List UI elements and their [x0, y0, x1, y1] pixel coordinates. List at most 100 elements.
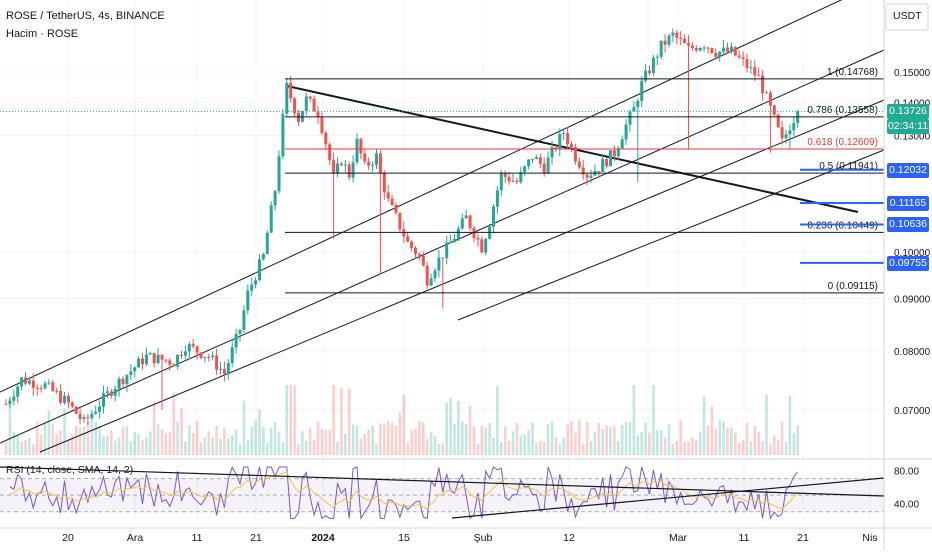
- volume-bar: [152, 401, 156, 455]
- volume-bar: [453, 423, 456, 455]
- volume-bar: [320, 429, 324, 455]
- currency-label[interactable]: USDT: [893, 10, 922, 22]
- candle-body: [655, 56, 659, 58]
- rsi-ma-line: [9, 471, 799, 510]
- volume-bar: [285, 385, 289, 455]
- volume-bar: [230, 435, 234, 455]
- volume-bar: [16, 435, 19, 455]
- candle-body: [480, 239, 484, 253]
- candle-body: [339, 163, 343, 166]
- candle-body: [507, 176, 511, 182]
- volume-bar: [792, 432, 796, 455]
- volume-bar: [219, 438, 222, 455]
- volume-bar: [273, 422, 277, 455]
- volume-bar: [464, 423, 468, 455]
- candle-body: [382, 173, 386, 193]
- rsi-tick-label: 40.00: [894, 499, 919, 510]
- candle-countdown-tag[interactable]: 02:34:11: [887, 119, 929, 135]
- volume-bar: [476, 444, 480, 455]
- candle-body: [297, 113, 300, 122]
- volume-indicator-label[interactable]: Hacim · ROSE: [6, 28, 79, 40]
- volume-bar: [656, 429, 659, 455]
- volume-bar: [722, 421, 725, 455]
- candle-body: [203, 356, 207, 358]
- candle-body: [250, 284, 254, 291]
- candle-body: [772, 105, 776, 115]
- candle-body: [195, 346, 199, 353]
- volume-bar: [246, 440, 250, 455]
- candle-body: [222, 369, 226, 375]
- candle-body: [351, 162, 355, 178]
- candle-body: [601, 159, 605, 172]
- volume-bar: [121, 427, 125, 455]
- candle-body: [698, 47, 702, 51]
- price-level-tag[interactable]: 0.10636: [887, 217, 929, 233]
- candle-body: [133, 367, 137, 372]
- candle-body: [90, 413, 94, 419]
- candle-body: [499, 172, 503, 191]
- volume-bar: [32, 444, 35, 455]
- candle-body: [495, 190, 499, 207]
- candle-body: [63, 395, 66, 403]
- candle-body: [585, 174, 589, 178]
- candle-body: [460, 218, 464, 229]
- candle-body: [234, 333, 238, 348]
- price-tick-label: 0.07000: [894, 406, 931, 417]
- volume-bar: [234, 429, 238, 455]
- candle-body: [39, 388, 43, 390]
- volume-bar: [63, 408, 66, 455]
- candle-body: [679, 37, 683, 39]
- fib-level-label: 0.236 (0.10449): [807, 220, 878, 231]
- volume-bar: [90, 420, 94, 455]
- volume-bar: [761, 441, 764, 455]
- volume-bar: [644, 422, 647, 455]
- volume-bar: [149, 431, 152, 455]
- candle-body: [671, 32, 675, 36]
- candle-body: [160, 354, 164, 360]
- last-price-tag[interactable]: 0.13726: [887, 104, 929, 120]
- candle-body: [417, 254, 421, 256]
- price-level-tag[interactable]: 0.11165: [887, 195, 929, 211]
- candle-body: [94, 411, 98, 414]
- candle-body: [527, 159, 531, 167]
- candle-body: [636, 100, 640, 107]
- channel-line: [39, 99, 885, 453]
- candle-body: [187, 344, 191, 352]
- symbol-title[interactable]: ROSE / TetherUS, 4s, BINANCE: [6, 10, 165, 22]
- volume-bar: [695, 439, 698, 455]
- volume-bar: [753, 425, 757, 455]
- volume-bar: [367, 429, 370, 455]
- volume-bar: [281, 442, 285, 455]
- rsi-indicator-label[interactable]: RSI (14, close, SMA, 14, 2): [6, 464, 134, 476]
- volume-bar: [702, 396, 706, 455]
- volume-bar: [340, 388, 343, 455]
- time-tick-label: 11: [739, 532, 750, 544]
- volume-bar: [698, 431, 702, 455]
- candle-body: [102, 393, 105, 407]
- candle-body: [784, 134, 788, 139]
- price-level-tag[interactable]: 0.09755: [887, 255, 929, 271]
- volume-bar: [503, 426, 507, 455]
- volume-bar: [227, 438, 230, 455]
- candle-body: [55, 390, 59, 392]
- volume-bar: [180, 408, 183, 455]
- time-tick-label: 15: [398, 532, 410, 544]
- candle-body: [605, 159, 609, 167]
- fib-level-label: 0.618 (0.12609): [807, 137, 878, 148]
- volume-bar: [613, 425, 616, 455]
- price-level-tag[interactable]: 0.12032: [887, 162, 929, 178]
- candle-body: [363, 153, 367, 162]
- volume-bar: [199, 442, 203, 455]
- volume-bar: [74, 425, 78, 455]
- candle-body: [324, 132, 328, 145]
- volume-bar: [632, 385, 636, 455]
- volume-bar: [390, 422, 394, 455]
- candle-body: [468, 215, 472, 229]
- volume-bar: [593, 431, 597, 455]
- candle-body: [152, 353, 156, 364]
- candle-body: [215, 355, 219, 370]
- volume-bar: [726, 427, 729, 455]
- candle-body: [729, 46, 733, 52]
